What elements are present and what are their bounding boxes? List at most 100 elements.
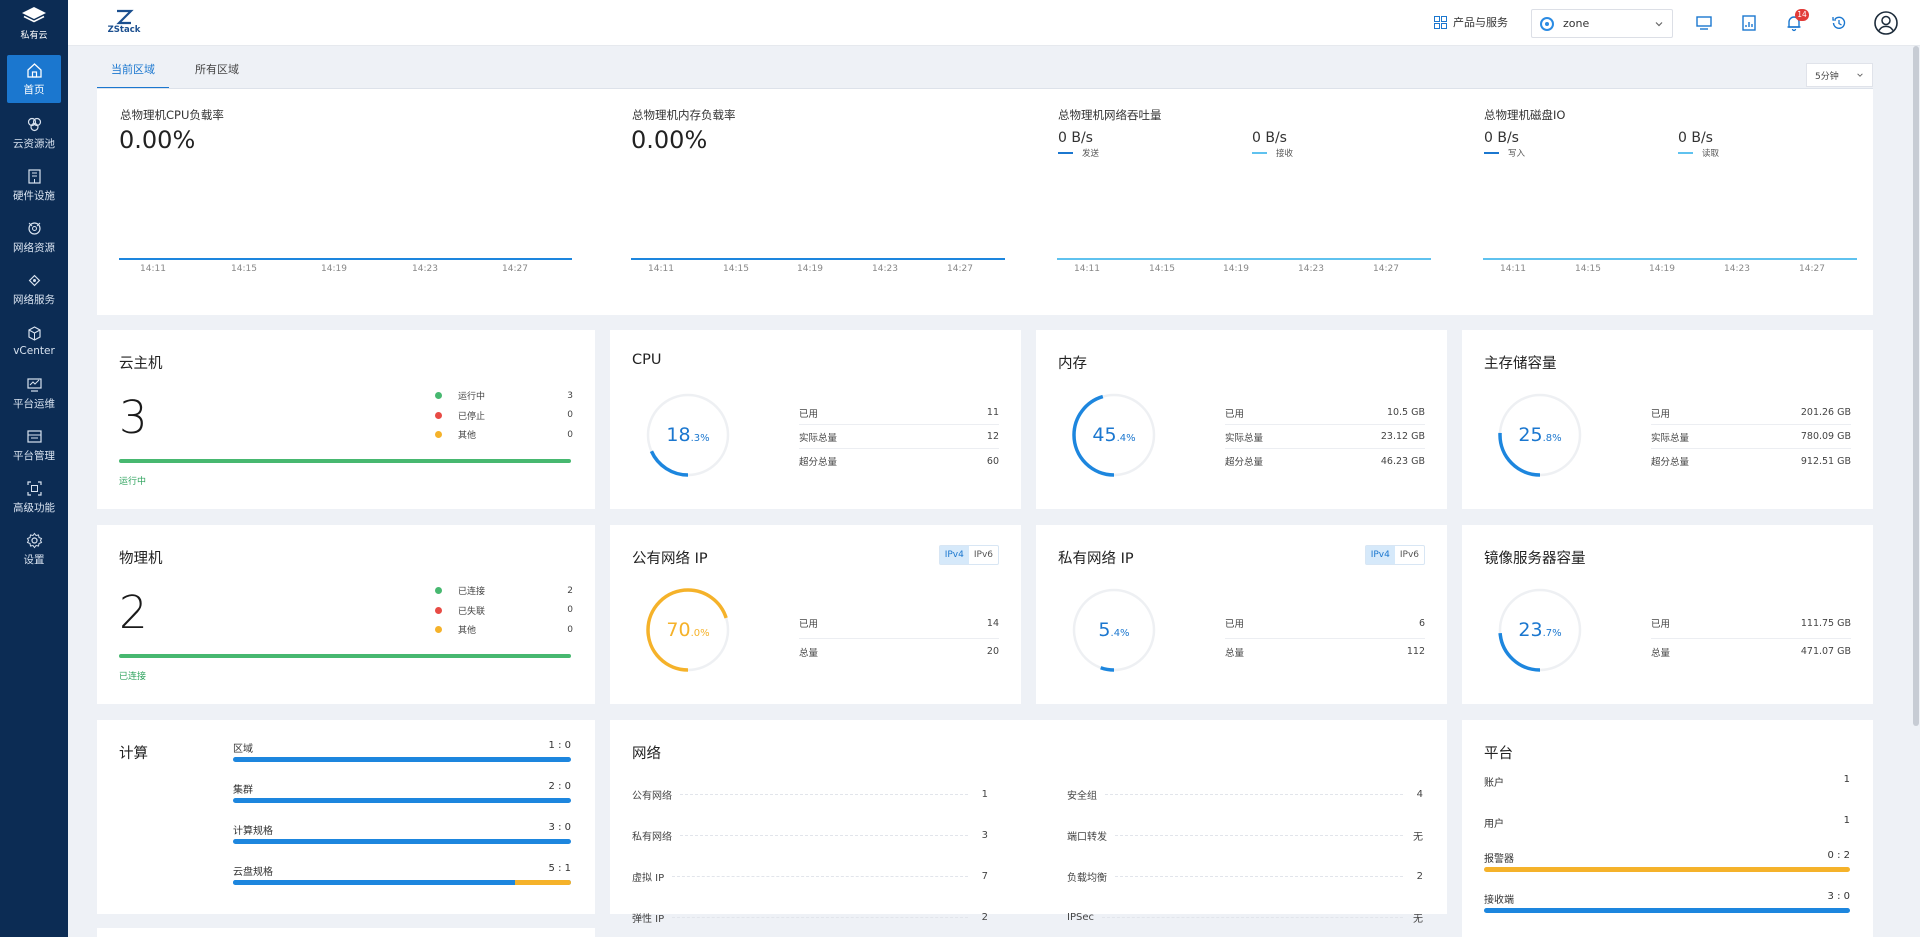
status-dot xyxy=(435,411,442,419)
vcenter-icon xyxy=(27,326,41,341)
sidebar-item-hardware[interactable]: 硬件设施 xyxy=(0,159,68,211)
sidebar-item-label: 首页 xyxy=(23,83,45,96)
sidebar-item-network-service[interactable]: 网络服务 xyxy=(0,263,68,315)
host-title: 物理机 xyxy=(119,551,163,567)
network-item[interactable]: IPSec 无 xyxy=(1067,912,1423,925)
tab-current-region[interactable]: 当前区域 xyxy=(97,57,169,89)
platform-card[interactable]: 平台 账户 1 用户 1 报警器 0 : 2 接收端 3 : 0 xyxy=(1462,720,1873,937)
private-ip-percent: 5.4% xyxy=(1098,619,1130,641)
tick-label: 14:27 xyxy=(502,264,528,274)
network-item[interactable]: 端口转发无 xyxy=(1067,832,1423,843)
status-count: 2 xyxy=(567,585,573,596)
tick-label: 14:19 xyxy=(797,264,823,274)
platform-item-account[interactable]: 账户 1 xyxy=(1484,774,1850,789)
stat-row: 实际总量 12 xyxy=(799,425,999,449)
mem-load-line xyxy=(631,258,1005,260)
sidebar-item-vcenter[interactable]: vCenter xyxy=(0,315,68,367)
compute-item-disk-offering[interactable]: 云盘规格 5 : 1 xyxy=(233,863,571,904)
private-ip-card[interactable]: 私有网络 IP IPv4 IPv6 5.4% 已用 6 总量 112 xyxy=(1036,525,1447,704)
compute-card[interactable]: 计算 区域 1 : 0 集群 2 : 0 计算规格 3 : 0 云盘规格 5 :… xyxy=(97,720,595,914)
private-ip-version-toggle: IPv4 IPv6 xyxy=(1364,545,1425,565)
vm-status-list: 运行中 3 已停止 0 其他 0 xyxy=(435,386,573,445)
sidebar-item-platform-manage[interactable]: 平台管理 xyxy=(0,419,68,471)
sidebar-item-resource-pool[interactable]: 云资源池 xyxy=(0,107,68,159)
progress-bar xyxy=(1484,908,1850,913)
network-item[interactable]: 公有网络 1 xyxy=(632,789,988,802)
zone-icon xyxy=(1540,16,1554,31)
scrollbar-thumb[interactable] xyxy=(1913,46,1919,726)
resource-pool-icon xyxy=(27,117,41,131)
compute-item-zone[interactable]: 区域 1 : 0 xyxy=(233,740,571,781)
page-scrollbar[interactable] xyxy=(1912,46,1920,937)
disk-write-legend: 0 B/s 写入 xyxy=(1484,130,1525,159)
products-services-button[interactable]: 产品与服务 xyxy=(1434,14,1508,30)
network-item[interactable]: 私有网络 3 xyxy=(632,830,988,843)
ipv4-toggle[interactable]: IPv4 xyxy=(1365,546,1395,564)
monitor-icon[interactable] xyxy=(1695,14,1713,32)
primary-storage-percent: 25.8% xyxy=(1518,424,1562,446)
ipv6-toggle[interactable]: IPv6 xyxy=(1399,550,1419,560)
brand[interactable]: 私有云 xyxy=(0,0,68,47)
stat-row: 已用 6 xyxy=(1225,608,1425,639)
net-send-legend: 0 B/s 发送 xyxy=(1058,130,1099,159)
zone-select[interactable]: zone xyxy=(1531,9,1673,38)
ipv4-toggle[interactable]: IPv4 xyxy=(939,546,969,564)
sidebar-item-ops[interactable]: 平台运维 xyxy=(0,367,68,419)
history-icon[interactable] xyxy=(1830,14,1848,32)
image-storage-donut: 23.7% xyxy=(1498,588,1582,672)
platform-list: 账户 1 用户 1 报警器 0 : 2 接收端 3 : 0 xyxy=(1484,774,1850,932)
tick-label: 14:27 xyxy=(1799,264,1825,274)
host-card[interactable]: 物理机 2 已连接 2 已失联 0 其他 0 已连接 xyxy=(97,525,595,704)
primary-storage-card[interactable]: 主存储容量 25.8% 已用 201.26 GB 实际总量 780.09 GB 超分… xyxy=(1462,330,1873,509)
host-status-list: 已连接 2 已失联 0 其他 0 xyxy=(435,581,573,640)
compute-item-instance-offering[interactable]: 计算规格 3 : 0 xyxy=(233,822,571,863)
cpu-donut: 18.3% xyxy=(646,393,730,477)
status-stopped: 已停止 0 xyxy=(435,406,573,426)
network-card[interactable]: 网络 公有网络 1 私有网络 3 虚拟 IP 7 弹性 IP 2 安全组 4 端口转发无 … xyxy=(610,720,1447,925)
sidebar-item-advanced[interactable]: 高级功能 xyxy=(0,471,68,523)
platform-item-user[interactable]: 用户 1 xyxy=(1484,815,1850,830)
status-label: 其他 xyxy=(458,431,477,442)
disk-write-value: 0 B/s xyxy=(1484,130,1519,146)
memory-percent: 45.4% xyxy=(1092,424,1136,446)
bell-icon[interactable]: 14 xyxy=(1785,9,1809,32)
network-item[interactable]: 弹性 IP 2 xyxy=(632,912,988,925)
sidebar-item-home[interactable]: 首页 xyxy=(7,55,61,103)
network-item[interactable]: 虚拟 IP 7 xyxy=(632,871,988,884)
user-avatar-icon[interactable] xyxy=(1874,11,1898,35)
tick-label: 14:23 xyxy=(1298,264,1324,274)
sidebar-item-settings[interactable]: 设置 xyxy=(0,523,68,575)
region-tabs: 当前区域 所有区域 xyxy=(97,57,253,89)
tab-all-regions[interactable]: 所有区域 xyxy=(195,63,239,76)
image-storage-card[interactable]: 镜像服务器容量 23.7% 已用 111.75 GB 总量 471.07 GB xyxy=(1462,525,1873,704)
zstack-logo[interactable]: ZStack xyxy=(104,9,144,39)
stat-row: 已用 14 xyxy=(799,608,999,639)
cpu-stats: 已用 11 实际总量 12 超分总量 60 xyxy=(799,401,999,473)
public-ip-card[interactable]: 公有网络 IP IPv4 IPv6 70.0% 已用 14 总量 20 xyxy=(610,525,1021,704)
platform-item-alarm[interactable]: 报警器 0 : 2 xyxy=(1484,850,1850,891)
compute-item-cluster[interactable]: 集群 2 : 0 xyxy=(233,781,571,822)
sidebar-item-network-resource[interactable]: 网络资源 xyxy=(0,211,68,263)
time-range-select[interactable]: 5分钟 xyxy=(1806,63,1873,87)
network-item[interactable]: 安全组 4 xyxy=(1067,789,1423,802)
sidebar-item-label: 高级功能 xyxy=(13,501,55,514)
status-count: 0 xyxy=(567,410,573,421)
memory-card[interactable]: 内存 45.4% 已用 10.5 GB 实际总量 23.12 GB 超分总量 46.2… xyxy=(1036,330,1447,509)
report-icon[interactable] xyxy=(1740,14,1758,32)
status-dot xyxy=(435,431,442,439)
sidebar-item-label: 平台运维 xyxy=(13,397,55,410)
stat-row: 超分总量 46.23 GB xyxy=(1225,455,1425,469)
platform-item-receiver[interactable]: 接收端 3 : 0 xyxy=(1484,891,1850,932)
disk-write-label: 写入 xyxy=(1508,149,1526,159)
net-throughput-line xyxy=(1057,258,1431,260)
sidebar-item-label: 网络资源 xyxy=(13,241,55,254)
network-item[interactable]: 负载均衡 2 xyxy=(1067,871,1423,884)
stat-row: 总量 20 xyxy=(799,646,999,659)
net-recv-value: 0 B/s xyxy=(1252,130,1287,146)
host-connected-bar xyxy=(119,654,571,658)
ipv6-toggle[interactable]: IPv6 xyxy=(973,550,993,560)
net-recv-legend: 0 B/s 接收 xyxy=(1252,130,1293,159)
time-range-value: 5分钟 xyxy=(1815,71,1839,82)
cpu-card[interactable]: CPU 18.3% 已用 11 实际总量 12 超分总量 60 xyxy=(610,330,1021,509)
vm-card[interactable]: 云主机 3 运行中 3 已停止 0 其他 0 运行中 xyxy=(97,330,595,509)
